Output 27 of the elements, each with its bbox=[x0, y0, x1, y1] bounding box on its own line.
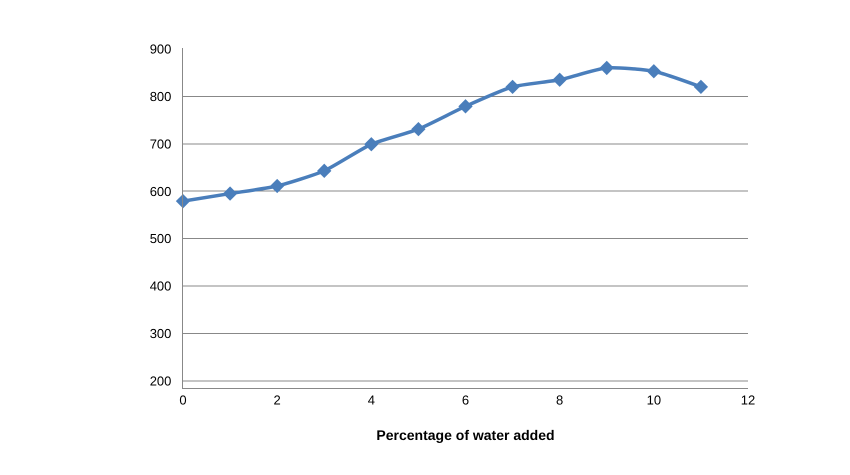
x-tick-label: 0 bbox=[179, 392, 187, 408]
point bbox=[552, 72, 567, 87]
x-tick-label: 6 bbox=[462, 392, 470, 408]
y-tick-label: 700 bbox=[150, 136, 172, 152]
x-axis-title: Percentage of water added bbox=[376, 427, 555, 443]
point bbox=[694, 80, 708, 94]
point bbox=[505, 80, 520, 94]
point bbox=[364, 137, 378, 152]
x-tick-label: 8 bbox=[556, 392, 564, 408]
point bbox=[270, 178, 284, 194]
point bbox=[458, 99, 473, 114]
y-tick-label: 800 bbox=[150, 88, 172, 104]
point bbox=[317, 164, 332, 178]
y-tick-label: 300 bbox=[150, 326, 172, 342]
point bbox=[600, 60, 614, 76]
y-tick-label: 500 bbox=[150, 231, 172, 246]
y-tick-label: 400 bbox=[150, 278, 172, 294]
x-tick-label: 12 bbox=[740, 392, 756, 408]
x-tick-label: 4 bbox=[368, 392, 375, 408]
x-tick-label: 10 bbox=[646, 392, 662, 408]
y-tick-label: 600 bbox=[150, 184, 172, 199]
point bbox=[222, 186, 238, 201]
y-tick-label: 900 bbox=[150, 42, 172, 56]
y-tick-label: 200 bbox=[150, 373, 172, 388]
x-tick-label: 2 bbox=[274, 392, 281, 408]
point bbox=[411, 122, 426, 136]
point bbox=[646, 64, 661, 78]
